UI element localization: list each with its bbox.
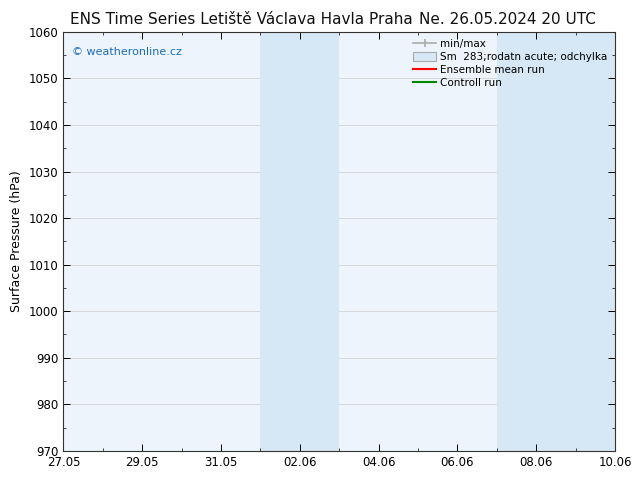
Y-axis label: Surface Pressure (hPa): Surface Pressure (hPa): [10, 171, 23, 312]
Bar: [261, 32, 339, 451]
Text: © weatheronline.cz: © weatheronline.cz: [72, 47, 181, 56]
Text: ENS Time Series Letiště Václava Havla Praha: ENS Time Series Letiště Václava Havla Pr…: [70, 12, 412, 27]
Legend: min/max, Sm  283;rodatn acute; odchylka, Ensemble mean run, Controll run: min/max, Sm 283;rodatn acute; odchylka, …: [411, 37, 610, 90]
Text: Ne. 26.05.2024 20 UTC: Ne. 26.05.2024 20 UTC: [419, 12, 595, 27]
Bar: [497, 32, 615, 451]
